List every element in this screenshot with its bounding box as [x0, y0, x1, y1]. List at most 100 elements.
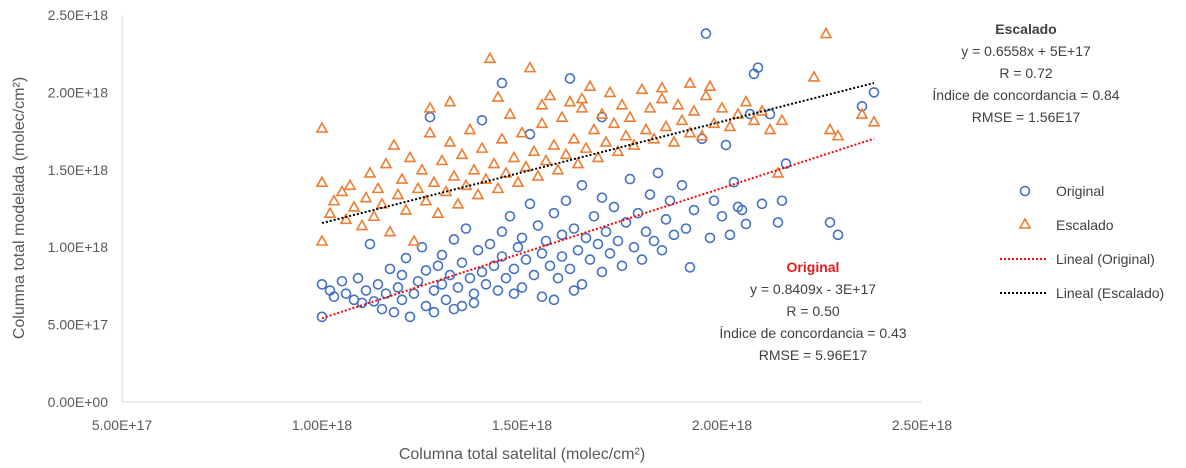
original-point	[384, 263, 396, 275]
escalado-point	[491, 181, 505, 194]
original-point	[496, 77, 508, 89]
original-point	[396, 269, 408, 281]
original-point	[544, 260, 556, 272]
escalado-point	[671, 98, 685, 110]
escalado-point	[355, 218, 369, 231]
escalado-point	[519, 160, 533, 172]
x-tick-label: 1.00E+18	[292, 417, 353, 433]
original-point	[548, 294, 560, 306]
original-point	[636, 254, 648, 265]
original-point	[404, 311, 416, 323]
escalado-point	[715, 101, 729, 113]
legend-marker-original	[1019, 185, 1031, 197]
escalado-point	[615, 98, 629, 110]
escalado-point	[531, 169, 545, 181]
original-point	[548, 207, 560, 219]
escalado-point	[515, 126, 529, 138]
original-point	[476, 266, 488, 278]
original-point	[436, 249, 448, 261]
escalado-point	[507, 150, 521, 163]
legend-marker-escalado	[1018, 217, 1032, 229]
trendline-lineal-escalado	[321, 82, 875, 225]
original-point	[468, 288, 480, 299]
original-point	[724, 229, 736, 241]
original-point	[756, 198, 768, 210]
original-point	[328, 291, 340, 303]
trendlines	[321, 82, 875, 320]
escalado-point	[407, 234, 421, 246]
escalado-point	[619, 129, 633, 141]
original-point	[432, 260, 444, 272]
escalado-stats-annotation: Escalado y = 0.6558x + 5E+17 R = 0.72 Ín…	[932, 21, 1119, 125]
escalado-point	[379, 156, 393, 169]
original-point	[388, 306, 400, 318]
original-point	[824, 217, 836, 228]
original-point	[584, 254, 596, 265]
escalado-point	[699, 88, 713, 101]
escalado-point	[655, 81, 669, 93]
escalado-point	[367, 209, 381, 222]
original-point	[420, 300, 432, 312]
original-point	[448, 234, 460, 245]
original-point	[336, 275, 348, 287]
original-point	[708, 195, 720, 207]
escalado-point	[655, 91, 669, 104]
original-point	[700, 28, 712, 39]
original-point	[576, 279, 588, 290]
escalado-point	[463, 122, 477, 135]
escalado-point	[695, 129, 709, 141]
axes	[121, 15, 922, 403]
original-point	[776, 195, 788, 207]
escalado-point	[387, 138, 401, 150]
original-point	[620, 217, 632, 228]
escalado-point	[535, 116, 549, 129]
escalado-point	[723, 119, 737, 132]
original-point	[436, 279, 448, 290]
original-point	[476, 114, 488, 126]
escalado-point	[467, 163, 481, 175]
original-point	[568, 223, 580, 234]
escalado-point	[775, 113, 789, 126]
escalado-point	[643, 101, 657, 113]
escalado-point	[399, 203, 413, 215]
original-point	[380, 288, 392, 299]
escalado-point	[423, 101, 437, 113]
escalado-point	[483, 51, 497, 64]
escalado-point	[527, 144, 541, 157]
original-point	[356, 297, 368, 309]
escalado-point	[327, 194, 341, 206]
original-point	[640, 226, 652, 238]
original-point	[556, 251, 568, 262]
original-stats-annotation: Original y = 0.8409x - 3E+17 R = 0.50 Ín…	[719, 259, 906, 363]
original-point	[520, 254, 532, 265]
original-point	[444, 269, 456, 281]
y-tick-label: 2.00E+18	[48, 84, 109, 100]
original-point	[600, 226, 612, 238]
original-point	[392, 282, 404, 293]
original-point	[780, 158, 792, 169]
escalado-point	[323, 206, 337, 218]
escalado-point	[339, 212, 353, 225]
escalado-point	[511, 175, 525, 187]
original-point	[660, 214, 672, 225]
legend-label-escalado: Escalado	[1056, 217, 1114, 233]
original-point	[452, 282, 464, 293]
original-point	[536, 248, 548, 259]
escalado-point	[599, 135, 613, 147]
series-original	[316, 28, 880, 323]
escalado-point	[423, 126, 437, 138]
original-point	[564, 73, 576, 84]
original-point	[868, 87, 880, 98]
escalado-point	[571, 156, 585, 169]
escalado-point	[607, 116, 621, 129]
original-point	[652, 167, 664, 179]
escalado-point	[703, 79, 717, 92]
original-point	[588, 210, 600, 222]
escalado-point	[563, 95, 577, 107]
original-point	[496, 251, 508, 262]
original-point	[644, 189, 656, 200]
original-point	[608, 201, 620, 213]
escalado-point	[439, 184, 453, 197]
legend: Original Escalado Lineal (Original) Line…	[1000, 183, 1164, 301]
escalado-point	[411, 181, 425, 194]
